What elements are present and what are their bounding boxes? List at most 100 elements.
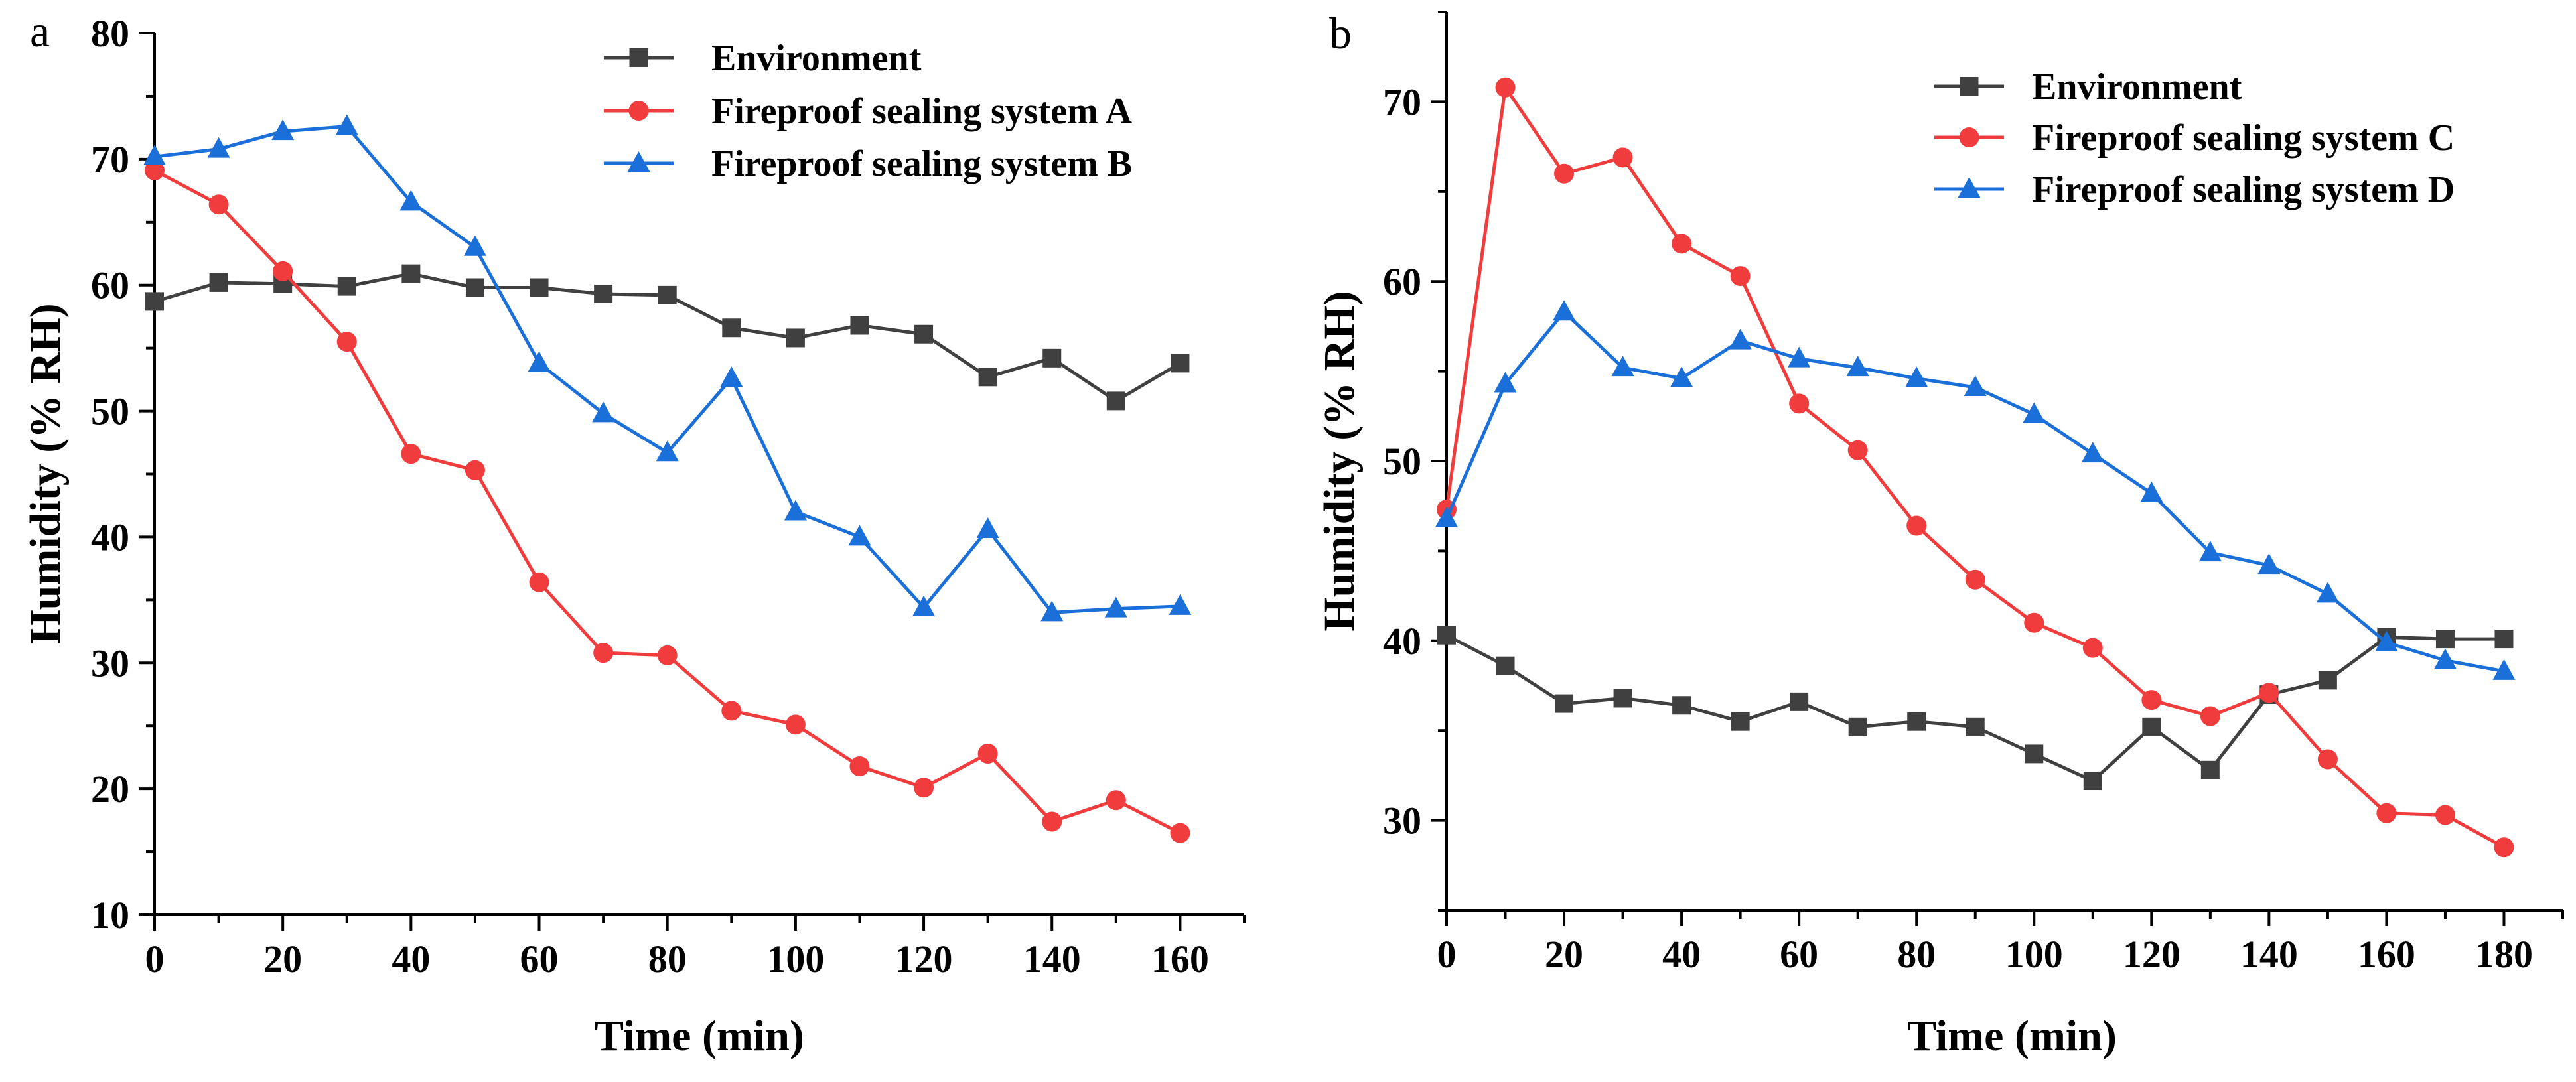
- data-point: [786, 328, 805, 348]
- legend-label: Fireproof sealing system B: [711, 143, 1132, 184]
- data-point: [2082, 638, 2103, 658]
- data-point: [1042, 348, 1062, 368]
- data-point: [1966, 717, 1985, 736]
- y-tick-label: 30: [91, 642, 129, 685]
- x-tick-label: 0: [1437, 933, 1457, 976]
- data-point: [2492, 659, 2516, 680]
- data-point: [785, 714, 806, 735]
- legend-marker: [1960, 77, 1979, 96]
- y-axis-title: Humidity (% RH): [21, 303, 70, 643]
- series-3: [143, 114, 1192, 622]
- data-point: [145, 160, 165, 180]
- data-point: [1040, 600, 1064, 622]
- data-point: [1611, 356, 1634, 377]
- data-point: [914, 778, 934, 798]
- legend-label: Fireproof sealing system A: [711, 91, 1133, 132]
- data-point: [336, 332, 357, 352]
- data-point: [848, 525, 871, 546]
- data-point: [849, 756, 870, 776]
- data-point: [1106, 790, 1126, 811]
- data-point: [1847, 440, 1868, 460]
- data-point: [977, 743, 998, 764]
- legend: Environment Fireproof sealing system C Fir…: [1934, 66, 2455, 210]
- data-point: [2142, 717, 2161, 736]
- data-point: [2140, 481, 2163, 502]
- x-tick-label: 60: [1780, 933, 1818, 976]
- data-point: [594, 285, 613, 304]
- data-point: [401, 444, 421, 464]
- data-point: [2198, 541, 2222, 562]
- x-tick-label: 100: [766, 937, 824, 981]
- data-point: [2318, 671, 2337, 690]
- y-tick-label: 70: [91, 138, 129, 181]
- data-point: [1907, 712, 1926, 731]
- data-point: [784, 500, 807, 521]
- x-tick-label: 20: [263, 937, 302, 981]
- data-point: [2433, 648, 2457, 669]
- data-point: [1729, 328, 1752, 350]
- x-tick-label: 100: [2005, 933, 2063, 976]
- x-tick-label: 140: [2240, 933, 2298, 976]
- data-point: [2316, 582, 2339, 603]
- y-tick-label: 50: [91, 390, 129, 433]
- data-point: [1555, 694, 1574, 713]
- data-point: [2435, 805, 2455, 825]
- x-tick-label: 80: [648, 937, 687, 981]
- data-point: [721, 701, 742, 721]
- panel-a-chart: 0 20 40 60 80 100 120 140 160 10 20 30 40 50 60 70 80 Tim…: [21, 6, 1246, 1060]
- data-point: [2024, 612, 2044, 633]
- y-tick-label: 30: [1383, 799, 1421, 843]
- data-point: [465, 278, 484, 297]
- data-point: [2141, 690, 2162, 710]
- data-point: [2259, 683, 2279, 703]
- data-point: [1042, 811, 1062, 832]
- data-point: [207, 137, 230, 158]
- data-point: [1846, 356, 1869, 377]
- panel-label: a: [30, 6, 50, 56]
- x-tick-label: 140: [1023, 937, 1081, 981]
- data-point: [912, 595, 936, 616]
- data-point: [1964, 375, 1987, 396]
- legend-marker: [629, 48, 648, 67]
- data-point: [1554, 163, 1575, 184]
- data-point: [2435, 630, 2455, 649]
- data-point: [1169, 594, 1192, 615]
- x-tick-label: 40: [392, 937, 430, 981]
- data-point: [1437, 626, 1456, 645]
- data-point: [530, 278, 549, 297]
- data-point: [1435, 506, 1458, 527]
- data-point: [1905, 366, 1928, 387]
- data-point: [209, 273, 228, 292]
- series-line: [1445, 634, 2504, 783]
- series-line: [1445, 310, 2504, 673]
- legend-label: Environment: [711, 38, 922, 79]
- data-point: [2494, 837, 2514, 858]
- data-point: [208, 194, 229, 215]
- data-point: [656, 440, 679, 462]
- data-point: [2375, 630, 2398, 651]
- legend-label: Fireproof sealing system D: [2032, 169, 2455, 210]
- data-point: [528, 351, 551, 372]
- data-point: [1494, 372, 1517, 393]
- x-tick-label: 80: [1897, 933, 1936, 976]
- x-tick-label: 180: [2475, 933, 2533, 976]
- x-tick-label: 40: [1662, 933, 1701, 976]
- data-point: [273, 261, 293, 281]
- data-point: [337, 277, 356, 296]
- series-3: [1435, 300, 2516, 680]
- data-point: [2025, 744, 2044, 764]
- data-point: [271, 119, 295, 141]
- data-point: [1496, 656, 1515, 675]
- data-point: [657, 645, 678, 665]
- data-point: [1170, 823, 1190, 843]
- data-point: [914, 324, 934, 344]
- x-tick-label: 20: [1545, 933, 1583, 976]
- series-1: [1437, 626, 2514, 791]
- data-point: [1670, 366, 1693, 387]
- data-point: [2081, 442, 2104, 463]
- data-point: [720, 366, 743, 387]
- data-point: [1613, 689, 1632, 708]
- legend-marker: [628, 101, 649, 121]
- data-point: [1672, 234, 1692, 254]
